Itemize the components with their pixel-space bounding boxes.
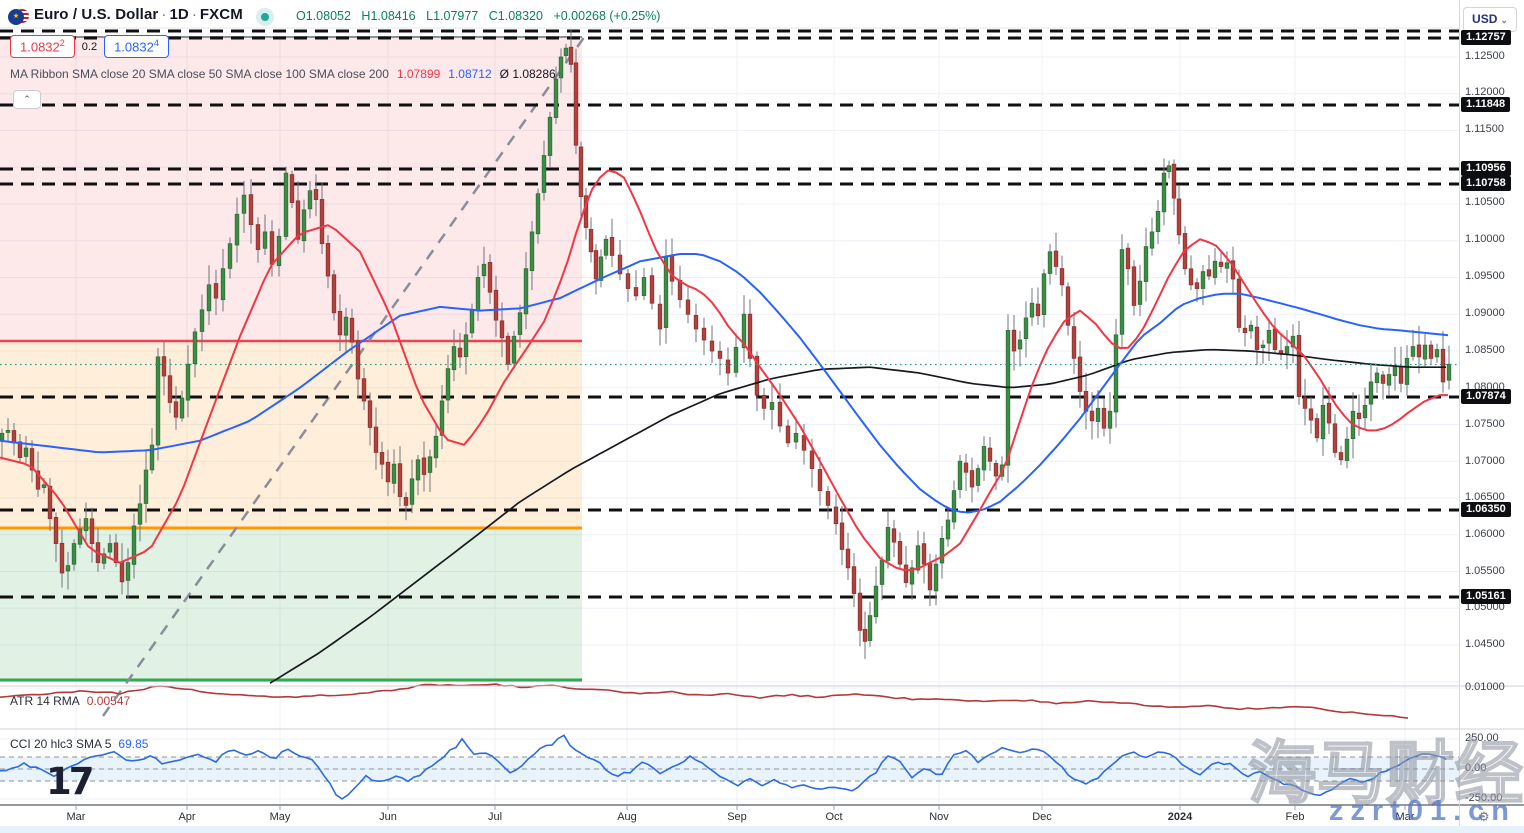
price-scale-label: 1.07500 <box>1465 418 1505 430</box>
quote-row: 1.08322 0.2 1.08324 <box>10 35 169 59</box>
time-axis-label: Dec <box>1032 811 1052 823</box>
price-scale-label: 1.09500 <box>1465 270 1505 282</box>
price-scale-label: 1.10500 <box>1465 196 1505 208</box>
time-axis-label: Apr <box>178 811 196 823</box>
atr-indicator-legend[interactable]: ATR 14 RMA 0.00547 <box>10 694 131 708</box>
time-axis-label: Feb <box>1285 811 1305 823</box>
time-axis-label: Jun <box>379 811 397 823</box>
change-value: +0.00268 (+0.25%) <box>553 9 661 23</box>
chevron-down-icon: ⌄ <box>1500 15 1508 25</box>
time-axis-label: May <box>269 811 291 823</box>
price-scale-label: 1.08500 <box>1465 344 1505 356</box>
time-axis-label: Mar <box>66 811 86 823</box>
cci-indicator-legend[interactable]: CCI 20 hlc3 SMA 5 69.85 <box>10 737 149 751</box>
price-scale-label: 1.06000 <box>1465 528 1505 540</box>
market-status-icon <box>256 8 276 28</box>
price-scale-label: 1.05500 <box>1465 565 1505 577</box>
price-scale-label: 1.04500 <box>1465 638 1505 650</box>
ma-ribbon-legend[interactable]: MA Ribbon SMA close 20 SMA close 50 SMA … <box>10 67 556 81</box>
tradingview-logo[interactable]: 17 <box>46 760 94 803</box>
buy-price-button[interactable]: 1.08324 <box>104 35 169 59</box>
ma-line <box>0 169 1448 571</box>
time-axis-label: Oct <box>825 811 843 823</box>
time-axis-label: Jul <box>487 811 503 823</box>
ma-line <box>269 348 1446 684</box>
price-level-badge: 1.05161 <box>1461 589 1511 604</box>
price-scale-label: 1.12500 <box>1465 50 1505 62</box>
price-scale-label: 1.05000 <box>1465 601 1505 613</box>
ohlc-values: O1.08052 H1.08416 L1.07977 C1.08320 +0.0… <box>296 9 661 23</box>
currency-unit-dropdown[interactable]: USD ⌄ <box>1463 7 1517 32</box>
time-axis-label: 2024 <box>1167 811 1193 823</box>
price-scale-label: 1.06500 <box>1465 491 1505 503</box>
price-level-badge: 1.10956 <box>1461 161 1511 176</box>
ma-line <box>0 253 1449 514</box>
candlestick-layer <box>0 29 1452 659</box>
price-level-badge: 1.11848 <box>1461 97 1511 112</box>
collapse-legend-button[interactable]: ⌃ <box>13 90 41 109</box>
symbol-logo-icon: ★ <box>8 7 29 27</box>
time-axis-label: Sep <box>727 811 747 823</box>
key-level-lines[interactable] <box>0 29 1459 599</box>
grid-layer <box>0 28 1459 805</box>
price-level-badge: 1.10758 <box>1461 176 1511 191</box>
cci-line <box>0 734 1447 800</box>
price-scale-label: 1.07000 <box>1465 455 1505 467</box>
price-level-badge: 1.12757 <box>1461 30 1511 45</box>
time-axis-label: Nov <box>929 811 949 823</box>
price-level-badge: 1.07874 <box>1461 389 1511 404</box>
price-scale-label: 250.00 <box>1465 732 1499 744</box>
price-scale-label: 0.00 <box>1465 762 1487 774</box>
position-zones <box>0 36 582 682</box>
axis-settings-gear-icon[interactable]: ⚙ <box>1478 809 1490 824</box>
spread-value: 0.2 <box>81 40 98 53</box>
symbol-title: Euro / U.S. Dollar · 1D · FXCM <box>34 6 243 23</box>
price-scale-label: 1.11500 <box>1465 123 1504 135</box>
price-scale-label: 1.12000 <box>1465 86 1505 98</box>
price-level-badge: 1.06350 <box>1461 502 1511 517</box>
price-scale-label: 1.10000 <box>1465 233 1505 245</box>
eu-flag-icon: ★ <box>8 9 24 25</box>
atr-line <box>0 683 1409 719</box>
price-scale-label: 1.09000 <box>1465 307 1505 319</box>
price-scale-label: 0.01000 <box>1465 681 1505 693</box>
time-axis-label: Aug <box>617 811 637 823</box>
sell-price-button[interactable]: 1.08322 <box>10 35 75 59</box>
time-axis-label: Mar <box>1395 811 1415 823</box>
price-scale-label: -250.00 <box>1465 792 1503 804</box>
